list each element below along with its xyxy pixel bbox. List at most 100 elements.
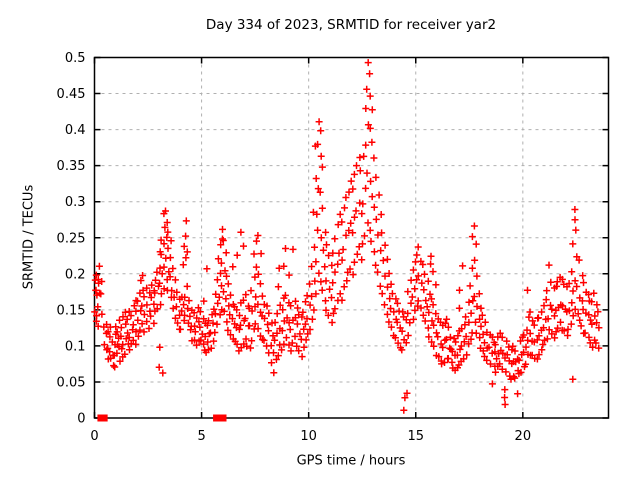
data-point-plus [481,318,489,326]
data-point-plus [140,328,148,336]
data-point-plus [407,299,415,307]
data-point-plus [252,263,260,271]
data-point-plus [147,312,155,320]
data-point-plus [429,301,437,309]
data-point-plus [314,185,322,193]
data-point-plus [404,332,412,339]
data-point-plus [466,282,474,290]
data-point-plus [219,235,226,243]
data-point-plus [225,302,233,310]
data-point-plus [475,290,483,298]
data-point-plus [264,321,272,328]
data-point-plus [168,287,176,295]
data-point-plus [326,285,334,293]
data-point-plus [254,270,262,278]
data-point-plus [134,332,142,340]
data-point-plus [273,310,281,318]
data-point-plus [125,308,133,315]
data-point-plus [579,306,587,313]
data-point-plus [338,218,346,226]
data-point-plus [437,340,445,348]
data-point-plus [160,263,168,271]
data-point-plus [339,246,347,253]
data-point-plus [231,320,239,328]
data-point-plus [481,353,488,360]
data-point-plus [430,342,438,350]
data-point-plus [564,325,572,333]
data-point-plus [314,140,322,148]
data-point-plus [477,322,485,330]
data-point-plus [118,345,126,353]
data-point-plus [418,279,426,287]
data-point-plus [360,152,368,160]
data-point-plus [274,352,282,360]
data-point-plus [515,356,523,364]
data-point-plus [195,318,203,326]
data-point-plus [356,154,364,161]
data-point-plus [204,338,212,346]
data-point-plus [577,322,585,330]
data-point-plus [362,184,370,192]
data-point-plus [137,277,145,284]
data-point-plus [530,321,538,329]
data-point-plus [121,350,129,358]
data-point-plus [467,335,475,343]
data-point-plus [574,310,582,318]
data-point-plus [159,369,167,377]
data-point-plus [216,311,224,319]
x-tick-label: 15 [407,429,424,444]
data-point-plus [312,258,320,266]
data-point-plus [197,336,205,344]
data-point-plus [233,340,241,348]
data-point-plus [543,287,551,295]
data-point-plus [318,204,326,212]
data-point-plus [479,347,487,355]
data-point-plus [524,286,531,294]
data-point-plus [161,223,169,231]
data-point-plus [331,268,339,276]
data-point-plus [394,339,402,347]
data-point-plus [304,330,312,338]
data-point-plus [98,278,106,285]
data-point-plus [319,246,327,254]
data-point-plus [353,162,360,170]
data-point-plus [156,264,164,272]
data-point-plus [349,229,357,237]
data-point-plus [129,321,137,329]
data-point-plus [314,226,322,234]
y-tick-label: 0.05 [57,375,86,390]
data-point-plus [260,336,268,344]
data-point-plus [370,248,378,256]
data-point-plus [379,257,387,264]
data-point-plus [275,264,283,272]
data-point-plus [315,269,323,277]
data-point-plus [171,276,179,284]
data-point-plus [525,313,533,321]
data-point-plus [104,328,112,336]
data-point-plus [498,365,506,373]
data-point-plus [298,353,306,361]
data-point-plus [287,347,295,355]
data-point-plus [422,297,430,304]
data-point-plus [387,323,395,331]
data-point-plus [296,330,304,338]
data-point-plus [595,324,603,332]
data-point-plus [310,306,318,314]
data-point-plus [470,293,478,300]
data-point-plus [590,289,598,297]
data-point-plus [367,177,375,185]
data-point-plus [170,293,178,301]
data-point-plus [520,348,528,356]
data-point-plus [341,204,348,212]
data-point-plus [324,311,332,319]
data-point-plus [272,356,280,363]
data-point-plus [328,294,335,302]
data-point-plus [106,348,114,356]
data-point-plus [256,280,264,288]
data-point-plus [223,318,231,326]
data-point-plus [435,353,443,361]
data-point-plus [391,334,399,342]
data-point-plus [148,281,156,289]
data-point-plus [362,105,370,112]
data-point-plus [441,319,449,327]
